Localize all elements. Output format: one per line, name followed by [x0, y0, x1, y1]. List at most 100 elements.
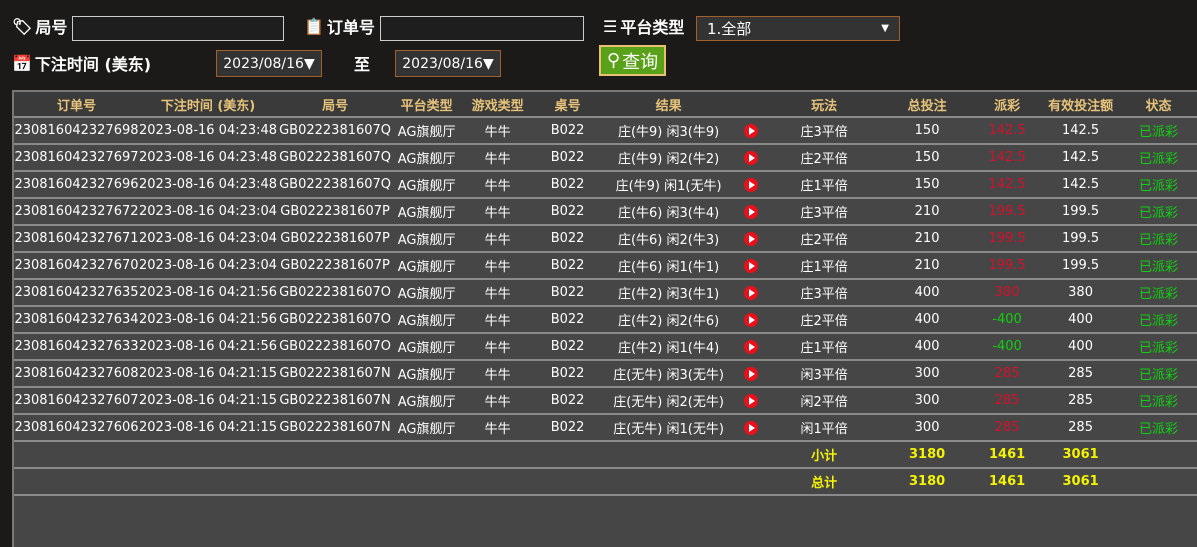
- table-cell: 牛牛: [460, 198, 536, 226]
- table-cell: GB0222381607Q: [277, 171, 394, 199]
- table-cell: 牛牛: [460, 225, 536, 253]
- table-cell: GB0222381607O: [277, 306, 394, 334]
- table-cell: 闲1平倍: [765, 414, 884, 442]
- subtotal-row: 小计 3180 1461 3061: [14, 441, 1197, 469]
- table-cell: B022: [535, 252, 601, 280]
- table-cell: 199.5: [971, 198, 1044, 226]
- table-cell: 380: [1043, 279, 1119, 307]
- table-cell: 2023-08-16 04:23:04: [139, 198, 278, 226]
- play-replay-cell: [737, 171, 766, 199]
- play-replay-cell: [737, 333, 766, 361]
- play-icon[interactable]: [744, 177, 759, 192]
- table-cell: 230816042327634: [14, 306, 139, 334]
- table-cell: 庄3平倍: [765, 279, 884, 307]
- date-to-select[interactable]: 2023/08/16▼: [395, 50, 501, 77]
- table-cell: 牛牛: [460, 279, 536, 307]
- table-cell: AG旗舰厅: [393, 117, 461, 145]
- table-cell: AG旗舰厅: [393, 252, 461, 280]
- column-header: 平台类型: [393, 92, 461, 118]
- table-cell: 400: [1043, 333, 1119, 361]
- play-icon[interactable]: [744, 150, 759, 165]
- clipboard-icon: 📋: [304, 16, 324, 36]
- play-icon[interactable]: [744, 123, 759, 138]
- table-row: 230816042327697 2023-08-16 04:23:48 GB0222…: [14, 144, 1197, 172]
- table-row: 230816042327633 2023-08-16 04:21:56 GB0222…: [14, 333, 1197, 361]
- table-cell: 400: [883, 333, 972, 361]
- table-cell: B022: [535, 144, 601, 172]
- table-cell: 230816042327635: [14, 279, 139, 307]
- play-icon[interactable]: [744, 393, 759, 408]
- table-cell: 400: [883, 279, 972, 307]
- table-row: 230816042327672 2023-08-16 04:23:04 GB0222…: [14, 198, 1197, 226]
- table-row: 230816042327671 2023-08-16 04:23:04 GB0222…: [14, 225, 1197, 253]
- play-icon[interactable]: [744, 285, 759, 300]
- table-cell: 400: [1043, 306, 1119, 334]
- play-replay-cell: [737, 414, 766, 442]
- table-cell: 142.5: [971, 144, 1044, 172]
- to-label: 至: [354, 55, 371, 74]
- column-header: 玩法: [765, 92, 884, 118]
- round-input[interactable]: [72, 16, 284, 41]
- column-header: 下注时间 (美东): [139, 92, 278, 118]
- table-cell: 199.5: [1043, 225, 1119, 253]
- table-cell: 2023-08-16 04:21:15: [139, 360, 278, 388]
- table-cell: 庄1平倍: [765, 252, 884, 280]
- play-icon[interactable]: [744, 339, 759, 354]
- table-cell: 2023-08-16 04:21:56: [139, 333, 278, 361]
- total-bet: 3180: [883, 468, 972, 496]
- table-cell: B022: [535, 279, 601, 307]
- table-cell: GB0222381607N: [277, 414, 394, 442]
- play-replay-cell: [737, 360, 766, 388]
- table-cell: 庄(牛9) 闲1(无牛): [600, 171, 738, 199]
- table-cell: 300: [883, 414, 972, 442]
- play-icon[interactable]: [744, 204, 759, 219]
- table-cell: 230816042327696: [14, 171, 139, 199]
- play-icon[interactable]: [744, 366, 759, 381]
- table-cell: 210: [883, 198, 972, 226]
- table-cell: 牛牛: [460, 144, 536, 172]
- table-cell: 2023-08-16 04:21:56: [139, 279, 278, 307]
- table-cell: B022: [535, 360, 601, 388]
- play-icon[interactable]: [744, 420, 759, 435]
- table-cell: 牛牛: [460, 171, 536, 199]
- tag-icon: 🏷: [12, 16, 33, 36]
- query-button[interactable]: ⚲ 查询: [599, 45, 666, 76]
- column-header: 桌号: [535, 92, 601, 118]
- column-header: 游戏类型: [460, 92, 536, 118]
- table-cell: 牛牛: [460, 333, 536, 361]
- table-cell: 已派彩: [1118, 144, 1197, 172]
- table-cell: 庄(牛2) 闲1(牛4): [600, 333, 738, 361]
- table-cell: 庄(牛9) 闲3(牛9): [600, 117, 738, 145]
- table-cell: 210: [883, 225, 972, 253]
- table-cell: 300: [883, 387, 972, 415]
- order-input[interactable]: [380, 16, 584, 41]
- platform-select[interactable]: 1.全部 ▼: [696, 16, 900, 41]
- table-cell: 庄2平倍: [765, 225, 884, 253]
- table-cell: 150: [883, 117, 972, 145]
- table-cell: 已派彩: [1118, 306, 1197, 334]
- table-row: 230816042327670 2023-08-16 04:23:04 GB0222…: [14, 252, 1197, 280]
- table-cell: 142.5: [1043, 144, 1119, 172]
- column-header: 状态: [1118, 92, 1197, 118]
- list-icon: ☰: [603, 16, 618, 36]
- table-cell: 牛牛: [460, 117, 536, 145]
- table-cell: 庄(无牛) 闲3(无牛): [600, 360, 738, 388]
- play-icon[interactable]: [744, 231, 759, 246]
- calendar-icon: 📅: [12, 53, 32, 73]
- play-replay-cell: [737, 306, 766, 334]
- play-replay-cell: [737, 279, 766, 307]
- table-row: 230816042327634 2023-08-16 04:21:56 GB0222…: [14, 306, 1197, 334]
- table-cell: 已派彩: [1118, 333, 1197, 361]
- table-cell: 230816042327670: [14, 252, 139, 280]
- table-cell: 庄2平倍: [765, 144, 884, 172]
- table-cell: 2023-08-16 04:23:48: [139, 117, 278, 145]
- total-row: 总计 3180 1461 3061: [14, 468, 1197, 496]
- play-icon[interactable]: [744, 312, 759, 327]
- table-cell: 285: [971, 414, 1044, 442]
- table-cell: 2023-08-16 04:23:48: [139, 144, 278, 172]
- table-cell: B022: [535, 333, 601, 361]
- time-label: 📅 下注时间 (美东): [12, 53, 152, 75]
- date-from-select[interactable]: 2023/08/16▼: [216, 50, 322, 77]
- table-cell: 400: [883, 306, 972, 334]
- play-icon[interactable]: [744, 258, 759, 273]
